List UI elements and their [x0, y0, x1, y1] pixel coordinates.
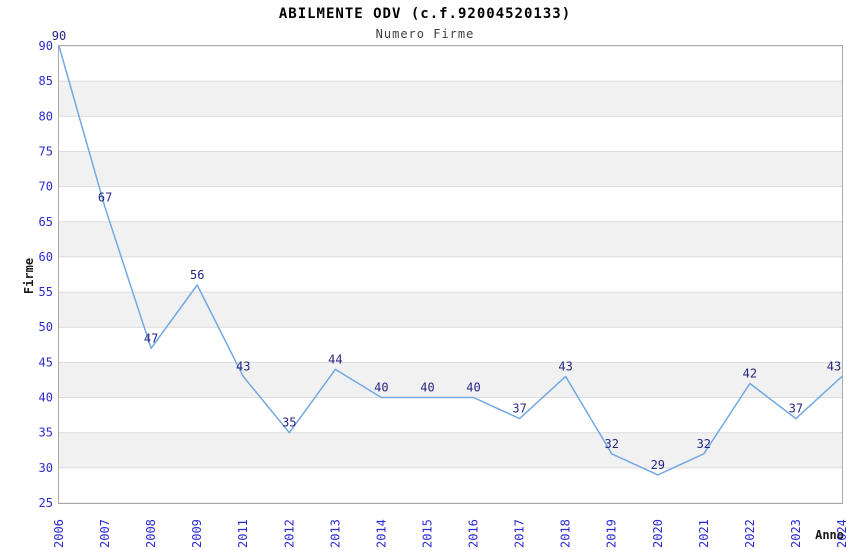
series	[58, 45, 843, 476]
point-label: 44	[328, 352, 342, 366]
point-label: 90	[52, 29, 66, 43]
plot-border-rect	[58, 45, 843, 504]
point-label: 37	[789, 402, 803, 416]
plot-band	[59, 432, 842, 468]
x-tick-label: 2019	[605, 519, 619, 548]
x-tick-label: 2016	[467, 519, 481, 548]
plot-band	[59, 292, 842, 328]
y-tick-label: 25	[39, 496, 53, 510]
y-tick-label: 60	[39, 250, 53, 264]
x-tick-label: 2008	[144, 519, 158, 548]
plot-bands	[59, 81, 842, 468]
point-label: 37	[512, 402, 526, 416]
plot-border	[58, 45, 843, 504]
chart-subtitle: Numero Firme	[375, 27, 475, 41]
x-tick-label: 2009	[190, 519, 204, 548]
y-tick-label: 35	[39, 426, 53, 440]
point-label: 40	[420, 381, 434, 395]
x-axis-title: Anno	[815, 528, 844, 542]
point-label: 43	[558, 359, 572, 373]
x-tick-label: 2023	[789, 519, 803, 548]
series-line	[58, 45, 843, 476]
point-label: 40	[374, 381, 388, 395]
y-tick-label: 55	[39, 285, 53, 299]
point-label: 40	[466, 381, 480, 395]
point-label: 56	[190, 268, 204, 282]
y-tick-label: 30	[39, 461, 53, 475]
x-tick-label: 2013	[328, 519, 342, 548]
plot-band	[59, 362, 842, 398]
point-label: 32	[604, 437, 618, 451]
point-label: 35	[282, 416, 296, 430]
plot-band	[59, 221, 842, 257]
y-tick-label: 45	[39, 355, 53, 369]
y-axis-title: Firme	[22, 257, 36, 295]
point-label: 47	[144, 331, 158, 345]
point-label: 43	[827, 359, 841, 373]
x-tick-label: 2015	[421, 519, 435, 548]
y-tick-label: 80	[39, 109, 53, 123]
y-tick-label: 75	[39, 145, 53, 159]
point-labels: 90 67 47 56 43 35 44 40 40 40 37 43 32 29 32 42 37 43	[52, 29, 841, 472]
x-tick-label: 2024	[835, 519, 849, 548]
x-tick-label: 2017	[513, 519, 527, 548]
y-tick-label: 70	[39, 180, 53, 194]
y-tick-label: 85	[39, 74, 53, 88]
x-tick-label: 2018	[559, 519, 573, 548]
x-tick-label: 2006	[52, 519, 66, 548]
y-tick-label: 65	[39, 215, 53, 229]
y-tick-labels: 25 30 35 40 45 50 55 60 65 70 75 80 85 90	[39, 39, 53, 510]
point-label: 32	[697, 437, 711, 451]
x-tick-label: 2020	[651, 519, 665, 548]
chart-title: ABILMENTE ODV (c.f.92004520133)	[278, 6, 572, 22]
point-label: 43	[236, 359, 250, 373]
x-tick-label: 2011	[236, 519, 250, 548]
x-tick-label: 2007	[98, 519, 112, 548]
x-tick-label: 2022	[743, 519, 757, 548]
plot-band	[59, 81, 842, 117]
x-tick-label: 2012	[282, 519, 296, 548]
point-label: 67	[98, 191, 112, 205]
y-tick-label: 50	[39, 320, 53, 334]
x-tick-label: 2021	[697, 519, 711, 548]
x-tick-labels: 2006 2007 2008 2009 2011 2012 2013 2014 2015 2016…	[52, 519, 849, 548]
plot-band	[59, 151, 842, 187]
y-tick-label: 90	[39, 39, 53, 53]
x-tick-label: 2014	[374, 519, 388, 548]
point-label: 42	[743, 367, 757, 381]
y-tick-label: 40	[39, 391, 53, 405]
point-label: 29	[651, 458, 665, 472]
